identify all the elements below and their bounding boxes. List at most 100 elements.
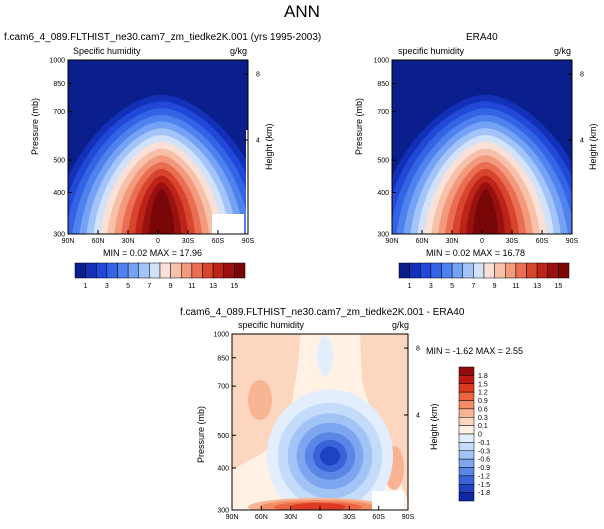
- colorbar-swatch: [458, 492, 475, 502]
- panel-variable-label: specific humidity: [238, 320, 305, 330]
- x-tick-label: 0: [318, 514, 322, 521]
- colorbar-swatch: [458, 400, 475, 410]
- colorbar-swatch: [398, 262, 410, 279]
- x-tick-label: 30S: [343, 514, 356, 521]
- y-axis-label: Pressure (mb): [354, 97, 364, 155]
- colorbar-label: 11: [512, 283, 519, 290]
- colorbar-swatch: [483, 262, 495, 279]
- contour-fill-level: [290, 503, 346, 510]
- y2-axis-label: Height (km): [429, 403, 439, 450]
- colorbar-swatch: [458, 408, 475, 418]
- y-axis-label: Pressure (mb): [30, 97, 40, 155]
- colorbar-swatch: [473, 262, 485, 279]
- y-tick-label: 1000: [213, 332, 229, 339]
- x-tick-label: 60N: [416, 238, 429, 245]
- colorbar-swatch: [558, 262, 570, 279]
- colorbar-label: 15: [230, 283, 238, 290]
- x-tick-label: 30S: [506, 238, 519, 245]
- colorbar-swatch: [138, 262, 150, 279]
- y-tick-label: 1000: [373, 58, 389, 65]
- x-tick-label: 30N: [446, 238, 459, 245]
- y-tick-label: 400: [53, 190, 65, 197]
- y-tick-label: 1000: [49, 58, 65, 65]
- colorbar-swatch: [505, 262, 517, 279]
- y-tick-label: 300: [377, 232, 389, 239]
- colorbar-swatch: [106, 262, 118, 279]
- colorbar-label: 9: [169, 283, 173, 290]
- colorbar-label: 9: [493, 283, 497, 290]
- colorbar-swatch: [420, 262, 432, 279]
- colorbar-label: 0.6: [478, 406, 488, 413]
- panel-title-difference: f.cam6_4_089.FLTHIST_ne30.cam7_zm_tiedke…: [180, 307, 465, 318]
- colorbar-label: 1.2: [478, 390, 488, 397]
- y-tick-label: 300: [53, 232, 65, 239]
- colorbar-swatch: [181, 262, 193, 279]
- colorbar-label: 1: [408, 283, 412, 290]
- x-tick-label: 60S: [212, 238, 225, 245]
- colorbar-label: 3: [105, 283, 109, 290]
- colorbar-swatch: [149, 262, 161, 279]
- colorbar-swatch: [430, 262, 442, 279]
- colorbar-swatch: [159, 262, 171, 279]
- missing-data-mask: [372, 491, 404, 510]
- colorbar-label: 1: [84, 283, 88, 290]
- y-tick-label: 500: [217, 433, 229, 440]
- missing-data-mask: [212, 214, 244, 234]
- contour-fill-level: [317, 336, 333, 376]
- panel-variable-label: Specific humidity: [73, 46, 141, 56]
- colorbars: 1 3 5 7 9 11 13 15 1 3 5 7 9 11 13 151.81.51.20.90.60.3…: [74, 262, 570, 502]
- x-tick-label: 30N: [284, 514, 297, 521]
- colorbar-swatch: [451, 262, 463, 279]
- colorbar-swatch: [462, 262, 474, 279]
- colorbar-label: -0.3: [478, 448, 490, 455]
- colorbar-label: 7: [471, 283, 475, 290]
- y2-tick-label: 8: [416, 346, 420, 353]
- colorbar-swatch: [458, 391, 475, 401]
- colorbar-swatch: [458, 458, 475, 468]
- colorbar-label: 3: [429, 283, 433, 290]
- x-tick-label: 90N: [386, 238, 399, 245]
- y2-tick-label: 8: [256, 71, 260, 78]
- colorbar-label: 0: [478, 432, 482, 439]
- colorbar-swatch: [494, 262, 506, 279]
- colorbar-label: -0.9: [478, 465, 490, 472]
- colorbar-swatch: [458, 425, 475, 435]
- x-tick-label: 60S: [372, 514, 385, 521]
- colorbar-label: -1.5: [478, 482, 490, 489]
- colorbar-label: 15: [554, 283, 562, 290]
- colorbar-label: 5: [126, 283, 130, 290]
- panel-title-era40: ERA40: [466, 32, 498, 43]
- colorbar-swatch: [74, 262, 86, 279]
- x-tick-label: 30N: [122, 238, 135, 245]
- colorbar-label: 0.1: [478, 423, 488, 430]
- colorbar-label: 7: [147, 283, 151, 290]
- panel-min-max-stats: MIN = 0.02 MAX = 17.96: [103, 248, 203, 258]
- colorbar-label: -1.8: [478, 490, 490, 497]
- panel-variable-label: specific humidity: [398, 46, 465, 56]
- colorbar-label: -0.1: [478, 440, 490, 447]
- y-tick-label: 500: [53, 158, 65, 165]
- y2-axis-label: Height (km): [264, 123, 274, 170]
- colorbar-swatch: [458, 417, 475, 426]
- panel-units-label: g/kg: [392, 320, 410, 330]
- colorbar-label: 1.5: [478, 381, 488, 388]
- page-title: ANN: [284, 2, 320, 21]
- y-tick-label: 700: [377, 109, 389, 116]
- x-tick-label: 90N: [226, 514, 239, 521]
- y-tick-label: 700: [53, 109, 65, 116]
- colorbar-swatch: [515, 262, 527, 279]
- panel-units-label: g/kg: [554, 46, 572, 56]
- panel-units-label: g/kg: [230, 46, 248, 56]
- colorbar-swatch: [458, 442, 475, 451]
- y-tick-label: 700: [217, 384, 229, 391]
- colorbar-swatch: [409, 262, 421, 279]
- colorbar-swatch: [127, 262, 139, 279]
- x-tick-label: 60N: [255, 514, 268, 521]
- y-tick-label: 400: [377, 190, 389, 197]
- y-tick-label: 300: [217, 508, 229, 515]
- contour-fill-level: [472, 188, 499, 234]
- colorbar-label: 1.8: [478, 373, 488, 380]
- colorbar-label: -1.2: [478, 473, 490, 480]
